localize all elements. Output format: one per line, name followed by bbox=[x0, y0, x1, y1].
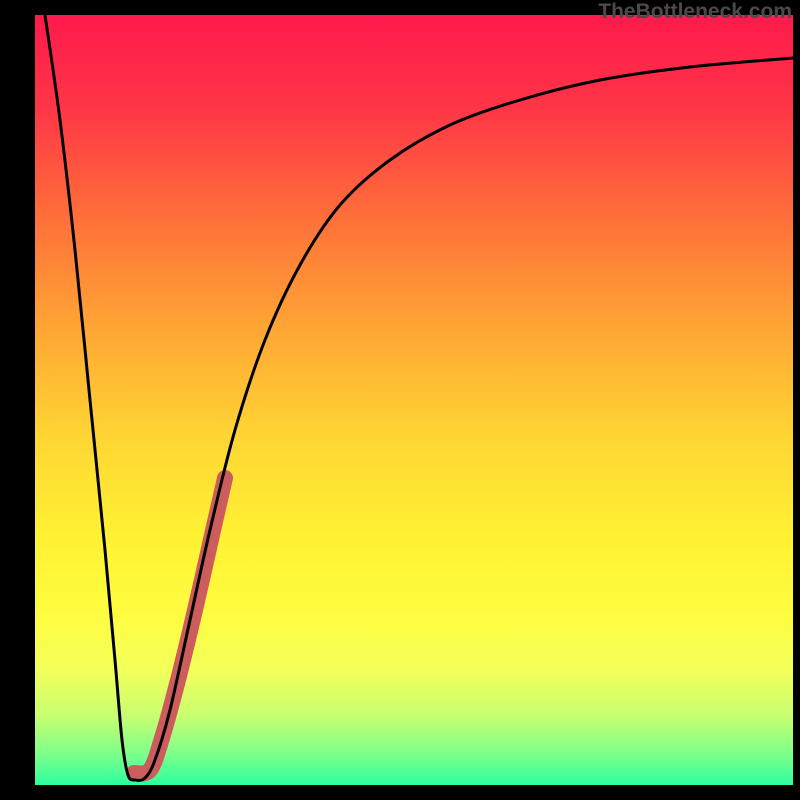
watermark-text: TheBottleneck.com bbox=[598, 0, 792, 24]
curve-layer bbox=[35, 15, 793, 785]
bottleneck-chart bbox=[35, 15, 793, 785]
bottleneck-curve bbox=[45, 15, 793, 780]
